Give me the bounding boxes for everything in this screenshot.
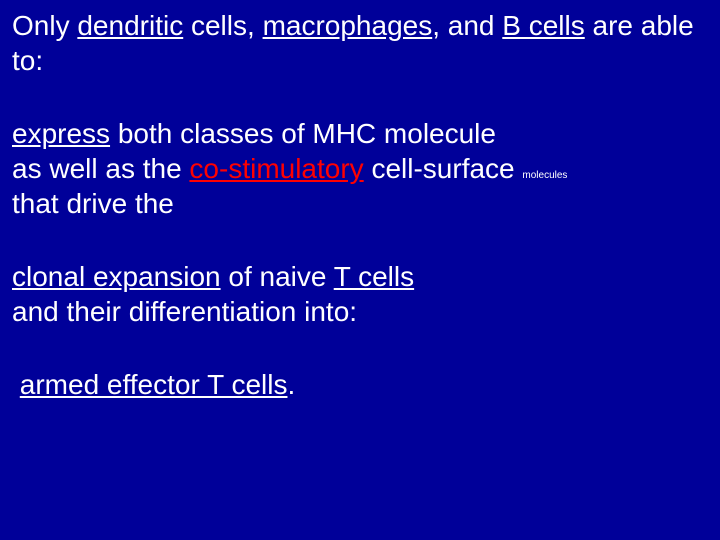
text: that drive the bbox=[12, 188, 174, 219]
paragraph-3: clonal expansion of naive T cells and th… bbox=[12, 259, 708, 329]
term-b-cells: B cells bbox=[502, 10, 584, 41]
text: of naive bbox=[221, 261, 334, 292]
text: and their differentiation into: bbox=[12, 296, 357, 327]
text: . bbox=[287, 369, 295, 400]
text: Only bbox=[12, 10, 77, 41]
term-clonal-expansion: clonal expansion bbox=[12, 261, 221, 292]
text: cell-surface bbox=[364, 153, 523, 184]
term-armed-effector-t-cells: armed effector T cells bbox=[20, 369, 288, 400]
text-tiny-molecules: molecules bbox=[522, 170, 567, 181]
term-dendritic: dendritic bbox=[77, 10, 183, 41]
paragraph-2: express both classes of MHC molecule as … bbox=[12, 116, 708, 221]
term-co-stimulatory: co-stimulatory bbox=[189, 153, 363, 184]
text: cells, bbox=[183, 10, 262, 41]
paragraph-4: armed effector T cells. bbox=[12, 367, 708, 402]
text: as well as the bbox=[12, 153, 189, 184]
term-t-cells: T cells bbox=[334, 261, 414, 292]
term-express: express bbox=[12, 118, 110, 149]
paragraph-1: Only dendritic cells, macrophages, and B… bbox=[12, 8, 708, 78]
term-macrophages: macrophages bbox=[263, 10, 433, 41]
text: , and bbox=[432, 10, 502, 41]
text: both classes of MHC molecule bbox=[110, 118, 496, 149]
